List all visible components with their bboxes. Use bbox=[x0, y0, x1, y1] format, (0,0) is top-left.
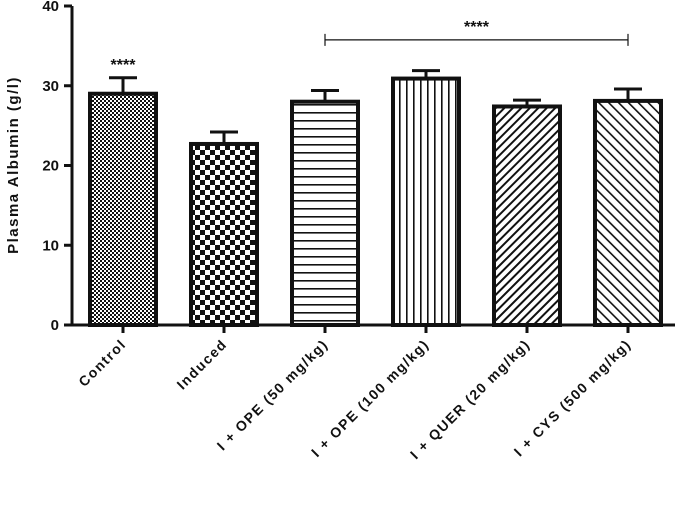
y-tick-label: 40 bbox=[42, 0, 59, 15]
significance-label: **** bbox=[111, 57, 137, 74]
y-tick-label: 0 bbox=[51, 317, 59, 334]
bars-group bbox=[88, 69, 663, 328]
annotations-group: **** **** bbox=[111, 19, 629, 74]
x-category-label: Control bbox=[75, 336, 129, 390]
y-tick-label: 10 bbox=[42, 237, 59, 254]
y-tick-label: 30 bbox=[42, 78, 59, 95]
y-axis: 0 10 20 30 40 bbox=[42, 0, 74, 334]
bar bbox=[391, 76, 461, 328]
x-category-label: I + OPE (50 mg/kg) bbox=[214, 336, 332, 454]
bar bbox=[290, 99, 360, 327]
y-axis-title: Plasma Albumin (g/l) bbox=[5, 76, 22, 254]
bar bbox=[492, 104, 562, 327]
x-category-label: I + OPE (100 mg/kg) bbox=[308, 336, 432, 460]
bar bbox=[88, 91, 158, 327]
x-category-label: Induced bbox=[173, 336, 230, 393]
significance-label: **** bbox=[464, 19, 490, 36]
bar bbox=[593, 98, 663, 327]
bar bbox=[189, 141, 259, 327]
y-tick-label: 20 bbox=[42, 158, 59, 175]
x-category-label: I + CYS (500 mg/kg) bbox=[510, 336, 634, 460]
